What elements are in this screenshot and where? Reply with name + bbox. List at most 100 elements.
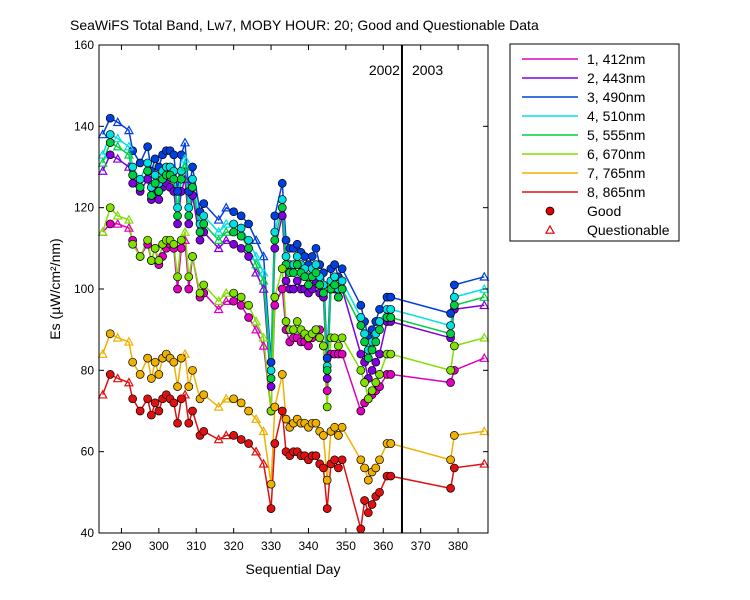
good-point xyxy=(128,357,138,367)
good-point xyxy=(169,398,179,408)
good-point xyxy=(244,313,253,322)
good-point xyxy=(135,158,145,168)
good-point xyxy=(188,365,197,375)
questionable-point xyxy=(479,300,490,310)
good-point xyxy=(154,406,164,416)
legend-label: 1, 412nm xyxy=(587,51,645,67)
good-point xyxy=(184,272,194,282)
questionable-point xyxy=(112,210,123,220)
good-point xyxy=(173,418,182,428)
good-point xyxy=(188,162,197,172)
good-point xyxy=(184,219,194,229)
good-point xyxy=(334,463,343,473)
good-point xyxy=(311,325,321,335)
good-point xyxy=(356,300,366,310)
good-point xyxy=(105,329,115,339)
good-point xyxy=(311,451,321,461)
good-point xyxy=(386,471,396,481)
good-point xyxy=(386,292,396,302)
legend-questionable-marker xyxy=(544,224,556,234)
good-point xyxy=(319,288,328,298)
good-point xyxy=(449,280,459,290)
good-point xyxy=(105,130,115,139)
good-point xyxy=(446,329,455,339)
good-point xyxy=(281,235,291,245)
good-point xyxy=(334,431,343,440)
good-point xyxy=(371,463,381,473)
good-point xyxy=(304,280,313,290)
good-point xyxy=(446,365,455,375)
good-point xyxy=(173,284,182,294)
questionable-point xyxy=(251,259,262,269)
good-point xyxy=(270,439,280,448)
good-point xyxy=(229,227,239,237)
good-point xyxy=(319,463,328,473)
good-point xyxy=(292,317,302,326)
good-point xyxy=(270,227,280,237)
questionable-point xyxy=(97,129,108,139)
good-point xyxy=(277,264,287,274)
good-point xyxy=(371,337,381,347)
good-point xyxy=(300,272,310,282)
good-point xyxy=(375,370,384,379)
good-point xyxy=(315,280,325,290)
questionable-point xyxy=(180,226,191,236)
good-point xyxy=(371,357,381,367)
good-point xyxy=(277,406,287,416)
good-point xyxy=(449,431,459,440)
good-point xyxy=(322,402,332,412)
good-point xyxy=(143,158,152,168)
good-point xyxy=(105,219,115,229)
x-tick-label: 360 xyxy=(373,539,393,553)
good-point xyxy=(375,487,384,497)
good-point xyxy=(322,353,332,363)
good-point xyxy=(311,260,321,269)
good-point xyxy=(176,394,186,404)
series-line xyxy=(101,206,485,412)
good-point xyxy=(229,394,239,404)
questionable-point xyxy=(258,283,269,293)
y-tick-label: 120 xyxy=(74,201,94,215)
good-point xyxy=(330,260,339,269)
good-point xyxy=(289,325,298,335)
good-point xyxy=(173,219,182,229)
good-point xyxy=(446,378,455,387)
questionable-point xyxy=(112,141,123,151)
good-point xyxy=(244,243,253,253)
good-point xyxy=(199,211,209,221)
good-point xyxy=(236,435,246,444)
x-tick-label: 320 xyxy=(224,539,244,553)
good-point xyxy=(446,321,455,330)
legend-label: Good xyxy=(587,203,621,219)
good-point xyxy=(292,252,302,261)
questionable-point xyxy=(123,377,134,387)
questionable-point xyxy=(479,271,490,281)
good-point xyxy=(330,422,339,432)
good-point xyxy=(356,455,366,465)
good-point xyxy=(154,195,164,204)
good-point xyxy=(446,309,455,318)
questionable-point xyxy=(258,426,269,436)
questionable-point xyxy=(479,291,490,301)
good-point xyxy=(363,353,373,363)
good-point xyxy=(195,235,205,245)
good-point xyxy=(184,418,194,428)
good-point xyxy=(330,272,339,282)
good-point xyxy=(143,174,152,184)
good-point xyxy=(188,182,197,192)
good-point xyxy=(386,313,396,322)
x-tick-label: 330 xyxy=(261,539,281,553)
good-point xyxy=(244,235,253,245)
good-point xyxy=(150,357,160,367)
good-point xyxy=(195,288,205,298)
good-point xyxy=(176,243,186,253)
good-point xyxy=(292,260,302,269)
x-axis-label: Sequential Day xyxy=(246,561,341,577)
legend-label: 8, 865nm xyxy=(587,184,645,200)
good-point xyxy=(270,300,280,310)
questionable-point xyxy=(123,222,134,232)
good-point xyxy=(363,394,373,404)
questionable-point xyxy=(97,165,108,175)
questionable-point xyxy=(258,275,269,285)
good-point xyxy=(319,341,328,351)
